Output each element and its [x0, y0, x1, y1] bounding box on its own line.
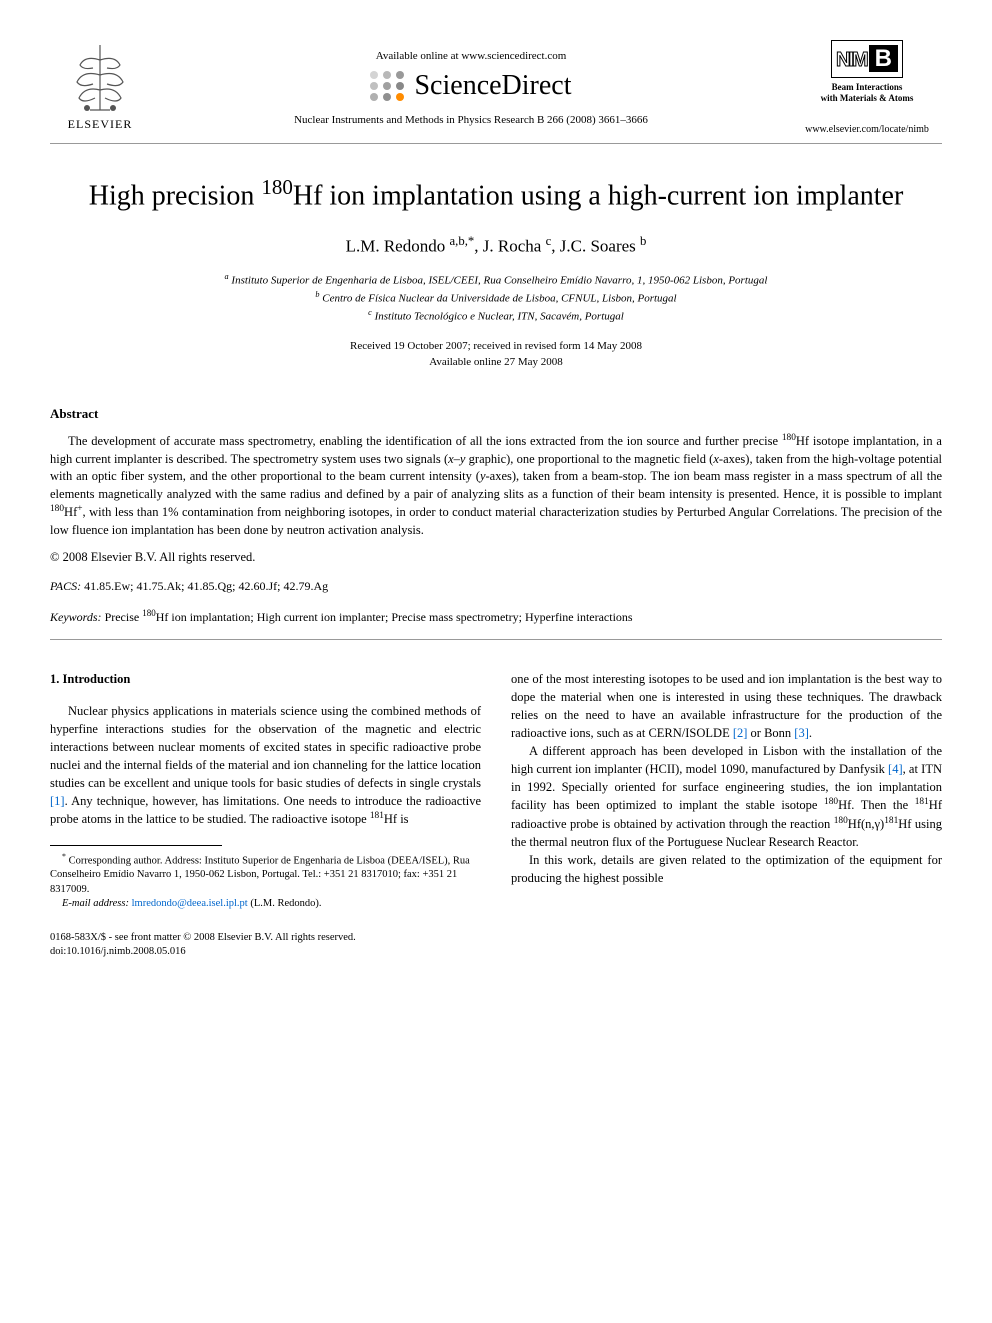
- title-part1: High precision: [89, 180, 262, 211]
- ref-4-link[interactable]: [4]: [888, 762, 903, 776]
- col1-paragraph-1: Nuclear physics applications in material…: [50, 702, 481, 829]
- email-line: E-mail address: lmredondo@deea.isel.ipl.…: [50, 897, 481, 911]
- section-1-heading: 1. Introduction: [50, 670, 481, 688]
- nimb-b: B: [869, 45, 898, 72]
- copyright: © 2008 Elsevier B.V. All rights reserved…: [50, 550, 942, 565]
- header: ELSEVIER Available online at www.science…: [50, 40, 942, 135]
- elsevier-logo: ELSEVIER: [50, 40, 150, 132]
- title-superscript: 180: [261, 175, 293, 199]
- received-date: Received 19 October 2007; received in re…: [50, 339, 942, 354]
- corresponding-text: Corresponding author. Address: Instituto…: [50, 855, 470, 894]
- elsevier-label: ELSEVIER: [68, 117, 133, 132]
- right-column: one of the most interesting isotopes to …: [511, 670, 942, 959]
- affiliation-a: a Instituto Superior de Engenharia de Li…: [50, 271, 942, 289]
- keywords-label: Keywords:: [50, 610, 102, 624]
- footnote-block: * Corresponding author. Address: Institu…: [50, 852, 481, 911]
- affiliation-b: b Centro de Física Nuclear da Universida…: [50, 289, 942, 307]
- nimb-subtitle-1: Beam Interactions: [792, 82, 942, 93]
- header-center: Available online at www.sciencedirect.co…: [150, 40, 792, 126]
- email-link[interactable]: lmredondo@deea.isel.ipl.pt: [132, 898, 248, 909]
- nimb-url: www.elsevier.com/locate/nimb: [792, 124, 942, 135]
- abstract-body: The development of accurate mass spectro…: [50, 432, 942, 539]
- body-columns: 1. Introduction Nuclear physics applicat…: [50, 670, 942, 959]
- affiliation-c-text: Instituto Tecnológico e Nuclear, ITN, Sa…: [375, 311, 624, 323]
- affiliations: a Instituto Superior de Engenharia de Li…: [50, 271, 942, 325]
- email-person: (L.M. Redondo).: [250, 898, 321, 909]
- pacs: PACS: 41.85.Ew; 41.75.Ak; 41.85.Qg; 42.6…: [50, 579, 942, 594]
- abstract-heading: Abstract: [50, 406, 942, 422]
- nimb-subtitle-2: with Materials & Atoms: [792, 93, 942, 104]
- ref-2-link[interactable]: [2]: [733, 726, 748, 740]
- available-online-text: Available online at www.sciencedirect.co…: [150, 50, 792, 62]
- article-dates: Received 19 October 2007; received in re…: [50, 339, 942, 370]
- affiliation-b-text: Centro de Física Nuclear da Universidade…: [322, 293, 676, 305]
- affiliation-a-text: Instituto Superior de Engenharia de Lisb…: [231, 275, 767, 287]
- issn-line: 0168-583X/$ - see front matter © 2008 El…: [50, 931, 481, 945]
- title-part2: Hf ion implantation using a high-current…: [293, 180, 903, 211]
- sciencedirect-text: ScienceDirect: [414, 70, 571, 102]
- col2-paragraph-1: one of the most interesting isotopes to …: [511, 670, 942, 743]
- footnote-separator: [50, 845, 222, 846]
- authors: L.M. Redondo a,b,*, J. Rocha c, J.C. Soa…: [50, 234, 942, 257]
- col2-paragraph-2: A different approach has been developed …: [511, 742, 942, 851]
- ref-3-link[interactable]: [3]: [794, 726, 809, 740]
- left-column: 1. Introduction Nuclear physics applicat…: [50, 670, 481, 959]
- affiliation-c: c Instituto Tecnológico e Nuclear, ITN, …: [50, 307, 942, 325]
- sciencedirect-logo: ScienceDirect: [150, 70, 792, 102]
- sciencedirect-dots-icon: [370, 71, 406, 101]
- col2-paragraph-3: In this work, details are given related …: [511, 851, 942, 887]
- pacs-codes: 41.85.Ew; 41.75.Ak; 41.85.Qg; 42.60.Jf; …: [84, 579, 328, 593]
- nimb-logo-box: NIMB Beam Interactions with Materials & …: [792, 40, 942, 135]
- bottom-meta: 0168-583X/$ - see front matter © 2008 El…: [50, 931, 481, 958]
- email-label: E-mail address:: [62, 898, 129, 909]
- header-divider: [50, 143, 942, 144]
- corresponding-author: * Corresponding author. Address: Institu…: [50, 852, 481, 897]
- elsevier-tree-icon: [65, 40, 135, 115]
- doi-line: doi:10.1016/j.nimb.2008.05.016: [50, 945, 481, 959]
- keywords: Keywords: Precise 180Hf ion implantation…: [50, 608, 942, 640]
- ref-1-link[interactable]: [1]: [50, 794, 65, 808]
- pacs-label: PACS:: [50, 579, 81, 593]
- journal-reference: Nuclear Instruments and Methods in Physi…: [150, 114, 792, 126]
- nimb-logo: NIMB: [831, 40, 903, 78]
- online-date: Available online 27 May 2008: [50, 355, 942, 370]
- article-title: High precision 180Hf ion implantation us…: [50, 174, 942, 215]
- nimb-n: N: [836, 49, 848, 71]
- nimb-m: M: [852, 49, 867, 71]
